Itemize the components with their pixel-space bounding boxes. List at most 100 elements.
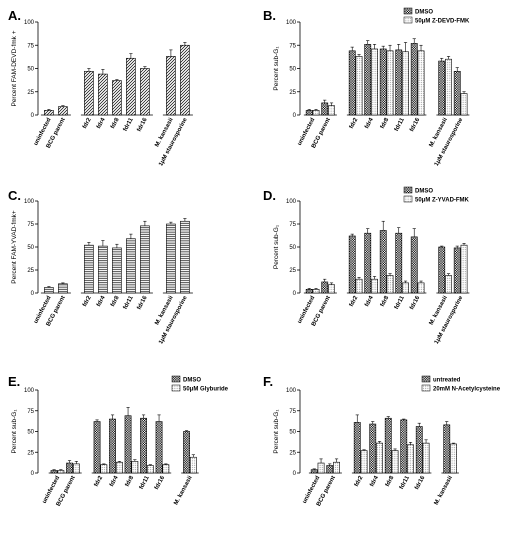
bar-fdr8: [131, 461, 139, 474]
bar-fdr2: [348, 50, 356, 116]
x-category-label: fdr8: [380, 295, 391, 308]
bar-1-m-staurosporine: [180, 220, 190, 294]
bar-fdr11: [146, 465, 154, 474]
bar-fdr8: [379, 48, 387, 116]
bar-fdr2: [360, 450, 368, 474]
x-category-label: fdr8: [125, 475, 136, 488]
bar-fdr4: [376, 442, 383, 474]
bar-fdr16: [422, 442, 430, 474]
bar-bcg-parent: [66, 462, 73, 474]
y-tick-label: 0: [31, 471, 35, 477]
y-tick-label: 0: [293, 471, 297, 477]
y-tick-label: 100: [286, 199, 297, 205]
bar-fdr11: [140, 417, 147, 474]
bar-fdr2: [93, 421, 101, 474]
bar-uninfected: [317, 462, 325, 474]
legend-label: 20mM N-Acetylcysteine: [433, 387, 501, 393]
x-category-label: fdr8: [110, 295, 121, 308]
y-tick-label: 75: [289, 222, 296, 228]
bar-fdr2: [348, 235, 356, 294]
bar-uninfected: [310, 469, 318, 474]
y-tick-label: 100: [24, 20, 35, 26]
bar-fdr2: [355, 56, 363, 116]
bar-fdr4: [98, 73, 108, 116]
bar-fdr16: [417, 50, 425, 116]
x-category-label: fdr8: [385, 475, 396, 488]
x-category-label: fdr4: [364, 117, 375, 130]
y-tick-label: 100: [286, 20, 297, 26]
bar-fdr16: [140, 225, 150, 294]
bar-fdr16: [417, 282, 425, 294]
bar-fdr11: [402, 282, 409, 294]
panel-label: D.: [263, 188, 276, 203]
panel-label: F.: [263, 374, 273, 389]
x-category-label: fdr16: [409, 295, 421, 311]
bar-uninfected: [44, 287, 54, 294]
y-tick-label: 100: [286, 388, 297, 394]
bar-uninfected: [50, 470, 58, 474]
legend-label: DMSO: [415, 189, 433, 195]
bar-bcg-parent: [321, 281, 329, 294]
bar-m-kansasii: [450, 443, 457, 474]
y-tick-label: 25: [27, 90, 34, 96]
panel-label: E.: [8, 374, 20, 389]
x-category-label: fdr11: [123, 295, 135, 311]
legend-swatch: [171, 375, 181, 383]
bar-fdr16: [410, 43, 418, 116]
bar-bcg-parent: [58, 283, 68, 294]
bar-m-kansasii: [443, 424, 451, 474]
bar-bcg-parent: [72, 463, 80, 474]
bar-fdr8: [384, 417, 392, 474]
bar-m-kansasii: [438, 60, 446, 116]
x-category-label: fdr16: [154, 475, 166, 491]
x-category-label: fdr8: [380, 117, 391, 130]
y-axis-label: Percent sub-G₁: [273, 409, 280, 454]
panel-label: C.: [8, 188, 21, 203]
y-tick-label: 25: [289, 268, 296, 274]
bar-1-m-staurosporine: [453, 70, 461, 116]
x-category-label: M. kansasii: [434, 475, 454, 506]
bar-fdr8: [124, 415, 132, 474]
x-category-label: fdr2: [354, 475, 365, 488]
y-tick-label: 25: [27, 450, 34, 456]
bar-fdr2: [100, 464, 108, 474]
bar-fdr4: [371, 48, 378, 116]
bar-bcg-parent: [328, 284, 335, 294]
x-category-label: fdr4: [364, 295, 375, 308]
bar-bcg-parent: [326, 465, 334, 474]
bar-fdr16: [155, 421, 163, 474]
y-tick-label: 75: [289, 409, 296, 415]
x-category-label: fdr16: [414, 475, 426, 491]
bar-1-m-staurosporine: [460, 244, 468, 294]
bar-fdr2: [84, 244, 94, 294]
y-axis-label: Percent sub-G₁: [273, 224, 280, 269]
legend-label: DMSO: [183, 378, 201, 384]
bar-fdr2: [84, 70, 94, 116]
bar-fdr4: [109, 418, 116, 474]
legend-swatch: [403, 7, 413, 15]
y-tick-label: 25: [289, 450, 296, 456]
x-category-label: fdr2: [94, 475, 105, 488]
y-tick-label: 75: [27, 409, 34, 415]
x-category-label: fdr2: [349, 295, 360, 308]
bar-bcg-parent: [328, 105, 335, 116]
bar-m-kansasii: [438, 246, 446, 294]
bar-fdr8: [379, 230, 387, 294]
x-category-label: M. kansasii: [173, 475, 193, 506]
legend-swatch: [403, 16, 413, 24]
bar-fdr8: [386, 50, 394, 116]
x-category-label: fdr11: [394, 117, 406, 133]
bar-fdr8: [386, 275, 394, 294]
bar-m-kansasii: [166, 56, 176, 116]
x-category-label: fdr2: [349, 117, 360, 130]
bar-fdr4: [115, 461, 123, 474]
legend-label: 50μM Z-DEVD-FMK: [415, 19, 470, 25]
bar-fdr16: [162, 464, 170, 474]
x-category-label: 1μM staurosporine: [434, 117, 465, 168]
y-tick-label: 75: [27, 43, 34, 49]
bar-fdr11: [395, 232, 403, 294]
bar-uninfected: [305, 289, 313, 294]
